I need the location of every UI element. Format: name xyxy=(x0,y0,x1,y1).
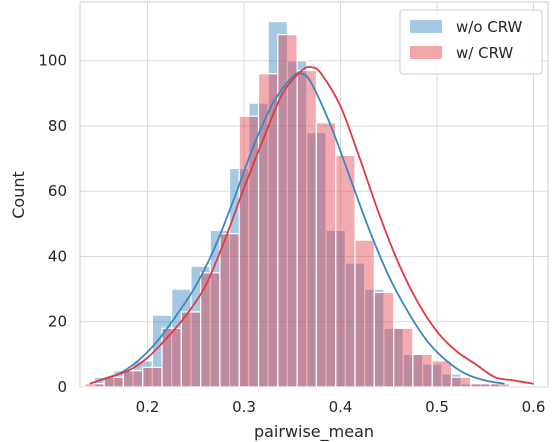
histogram-bar xyxy=(122,370,144,388)
histogram-bar xyxy=(142,366,163,388)
bar-series xyxy=(84,34,511,388)
histogram-bar xyxy=(219,233,240,388)
x-tick-label: 0.4 xyxy=(329,398,353,416)
histogram-bar xyxy=(450,376,472,388)
y-tick-label: 80 xyxy=(48,117,67,135)
x-axis-label: pairwise_mean xyxy=(254,422,374,442)
kde-curve xyxy=(99,72,505,385)
x-tick-label: 0.6 xyxy=(522,398,546,416)
histogram-bar xyxy=(315,122,337,388)
legend-swatch-wo-crw xyxy=(410,20,442,33)
y-tick-label: 0 xyxy=(57,378,67,396)
legend-swatch-w-crw xyxy=(410,46,442,59)
legend: w/o CRW w/ CRW xyxy=(399,9,543,75)
y-tick-label: 40 xyxy=(48,247,67,265)
x-tick-labels: 0.2 0.3 0.4 0.5 0.6 xyxy=(136,398,546,416)
y-tick-labels: 0 20 40 60 80 100 xyxy=(38,52,67,396)
legend-box xyxy=(399,9,543,75)
legend-label-wo-crw: w/o CRW xyxy=(456,18,523,36)
histogram-bars xyxy=(84,20,511,388)
legend-label-w-crw: w/ CRW xyxy=(456,44,513,62)
y-tick-label: 20 xyxy=(48,313,67,331)
x-tick-label: 0.5 xyxy=(425,398,449,416)
y-tick-label: 60 xyxy=(48,182,67,200)
histogram-bar xyxy=(412,353,433,388)
y-axis-label: Count xyxy=(9,171,28,219)
y-tick-label: 100 xyxy=(38,52,67,70)
histogram-bar xyxy=(393,327,414,388)
histogram-bar xyxy=(335,154,356,388)
x-tick-label: 0.3 xyxy=(232,398,256,416)
histogram-bar xyxy=(257,73,279,388)
histogram-bar xyxy=(180,311,202,388)
histogram-bar xyxy=(373,291,395,388)
histogram-bar xyxy=(354,239,375,388)
histogram-bar xyxy=(296,69,318,388)
histogram-bar xyxy=(470,383,491,388)
histogram-bar xyxy=(161,327,182,388)
histogram-bar xyxy=(431,360,453,388)
kde-curves xyxy=(89,66,534,385)
kde-curve xyxy=(89,66,534,385)
x-tick-label: 0.2 xyxy=(136,398,160,416)
histogram-bar xyxy=(489,383,511,388)
histogram-bar xyxy=(84,383,105,388)
